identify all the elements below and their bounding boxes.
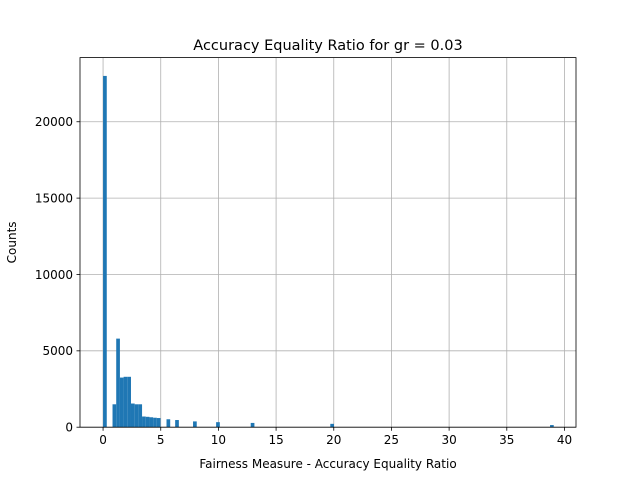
x-tick-label: 40 (557, 433, 572, 447)
histogram-bar (112, 404, 117, 428)
histogram-bar (127, 376, 131, 428)
y-axis-label: Counts (5, 221, 19, 263)
histogram-bar (153, 417, 157, 428)
plot-frame (79, 57, 577, 428)
histogram-bar (119, 377, 124, 428)
x-tick-label: 25 (384, 433, 399, 447)
x-tick-label: 5 (157, 433, 165, 447)
histogram-bar (130, 403, 135, 428)
histogram-bar (123, 376, 128, 428)
histogram-bar (330, 423, 334, 428)
x-tick-label: 20 (326, 433, 341, 447)
y-tick-label: 10000 (35, 268, 73, 282)
histogram-bar (175, 420, 179, 428)
histogram-bar (134, 404, 139, 428)
histogram-bar (166, 419, 171, 428)
histogram-bar (156, 418, 161, 428)
histogram-bar (145, 416, 150, 428)
y-tick-label: 0 (65, 421, 73, 435)
histogram-bar (250, 422, 255, 428)
x-tick-label: 35 (499, 433, 514, 447)
grid-lines (80, 57, 576, 428)
x-axis-label: Fairness Measure - Accuracy Equality Rat… (199, 457, 456, 471)
x-tick-label: 15 (268, 433, 283, 447)
x-axis-ticks: 0 5 10 15 20 25 30 35 40 (99, 427, 572, 447)
histogram-bar (550, 425, 554, 428)
x-tick-label: 30 (441, 433, 456, 447)
y-tick-label: 5000 (42, 344, 73, 358)
y-tick-label: 15000 (35, 191, 73, 205)
x-tick-label: 10 (211, 433, 226, 447)
x-tick-label: 0 (99, 433, 107, 447)
histogram-bar (216, 422, 220, 428)
y-axis-ticks: 0 5000 10000 15000 20000 (35, 115, 80, 435)
y-tick-label: 20000 (35, 115, 73, 129)
histogram-bar (193, 421, 197, 428)
histogram-bar (103, 75, 107, 428)
histogram-bar (116, 338, 120, 428)
histogram-bar (149, 417, 154, 428)
histogram-bar (138, 404, 143, 428)
histogram-bars (103, 75, 554, 428)
chart-title: Accuracy Equality Ratio for gr = 0.03 (193, 38, 462, 54)
histogram-bar (142, 416, 146, 428)
